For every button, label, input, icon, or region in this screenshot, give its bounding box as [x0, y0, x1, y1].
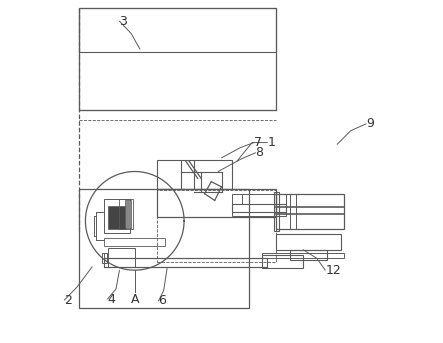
Bar — [104, 238, 165, 246]
Text: 2: 2 — [64, 294, 72, 307]
Bar — [232, 204, 286, 212]
Bar — [102, 253, 106, 263]
Text: A: A — [131, 293, 139, 306]
Bar — [104, 258, 268, 267]
Bar — [108, 205, 126, 229]
Bar — [276, 235, 341, 250]
Bar — [78, 8, 276, 52]
Bar — [157, 189, 276, 217]
Text: 9: 9 — [366, 117, 374, 130]
Bar — [290, 250, 327, 260]
Text: 3: 3 — [120, 15, 127, 28]
Text: 1: 1 — [268, 136, 275, 149]
Text: 12: 12 — [325, 264, 341, 277]
Text: 6: 6 — [159, 294, 167, 307]
Bar — [108, 248, 135, 267]
Bar — [232, 193, 286, 216]
Bar — [274, 192, 280, 231]
Bar — [124, 200, 131, 228]
Bar — [276, 193, 344, 229]
Text: 8: 8 — [256, 146, 264, 159]
Bar — [157, 190, 276, 262]
Bar — [120, 199, 133, 229]
Bar — [262, 253, 344, 258]
Bar — [78, 189, 249, 308]
Bar — [262, 255, 303, 269]
Text: 7: 7 — [254, 136, 262, 149]
Bar — [157, 159, 232, 189]
Bar — [104, 199, 130, 233]
Bar — [78, 8, 276, 110]
Text: 4: 4 — [108, 293, 115, 306]
